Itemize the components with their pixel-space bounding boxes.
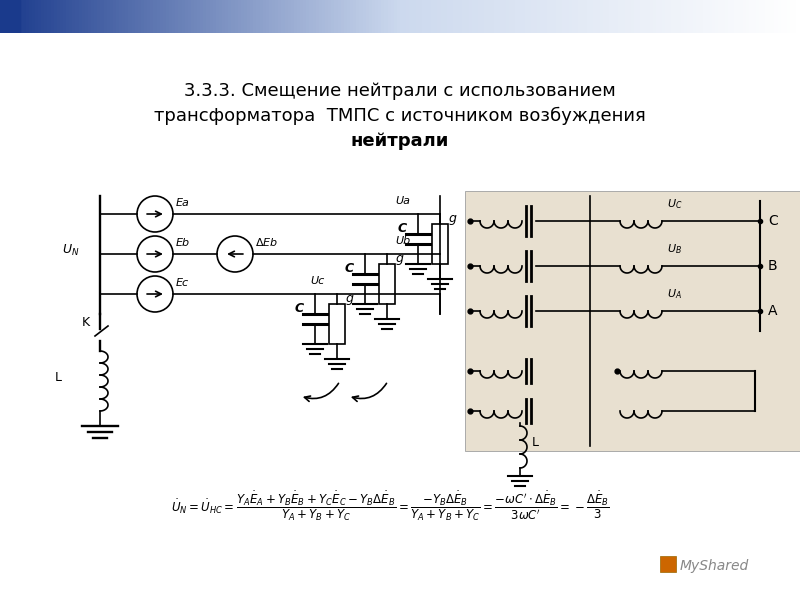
- Bar: [660, 556, 676, 572]
- Text: C: C: [295, 302, 304, 315]
- Bar: [465, 191, 800, 451]
- Text: Ub: Ub: [395, 236, 410, 246]
- Text: Ea: Ea: [176, 198, 190, 208]
- Text: нейтрали: нейтрали: [351, 132, 449, 150]
- Text: A: A: [768, 304, 778, 318]
- Text: Eb: Eb: [176, 238, 190, 248]
- Text: 3.3.3. Смещение нейтрали с использованием: 3.3.3. Смещение нейтрали с использование…: [184, 82, 616, 100]
- Text: g: g: [346, 292, 354, 305]
- Text: C: C: [768, 214, 778, 228]
- Text: $U_B$: $U_B$: [667, 242, 682, 256]
- Bar: [0, 0, 20, 33]
- Text: $\dot{U}_N = \dot{U}_{HC} = \dfrac{Y_A\dot{E}_A + Y_B\dot{E}_B + Y_C\dot{E}_C - : $\dot{U}_N = \dot{U}_{HC} = \dfrac{Y_A\d…: [170, 490, 610, 523]
- Bar: [432, 224, 448, 264]
- Bar: [329, 304, 345, 344]
- Text: Ec: Ec: [176, 278, 189, 288]
- Text: MyShared: MyShared: [680, 559, 750, 573]
- Text: g: g: [449, 212, 457, 225]
- Text: Uc: Uc: [310, 276, 324, 286]
- Text: $U_N$: $U_N$: [62, 243, 79, 258]
- Text: C: C: [345, 262, 354, 275]
- Text: $U_C$: $U_C$: [667, 197, 682, 211]
- Text: L: L: [55, 371, 62, 384]
- Text: трансформатора  ТМПС с источником возбуждения: трансформатора ТМПС с источником возбужд…: [154, 107, 646, 125]
- Text: L: L: [532, 436, 539, 449]
- Text: $U_A$: $U_A$: [667, 287, 682, 301]
- Text: K: K: [82, 316, 90, 329]
- Text: $\Delta$Eb: $\Delta$Eb: [255, 236, 278, 248]
- Text: g: g: [396, 252, 404, 265]
- Bar: [379, 264, 395, 304]
- Text: Ua: Ua: [395, 196, 410, 206]
- Text: B: B: [768, 259, 778, 273]
- Text: C: C: [398, 222, 407, 235]
